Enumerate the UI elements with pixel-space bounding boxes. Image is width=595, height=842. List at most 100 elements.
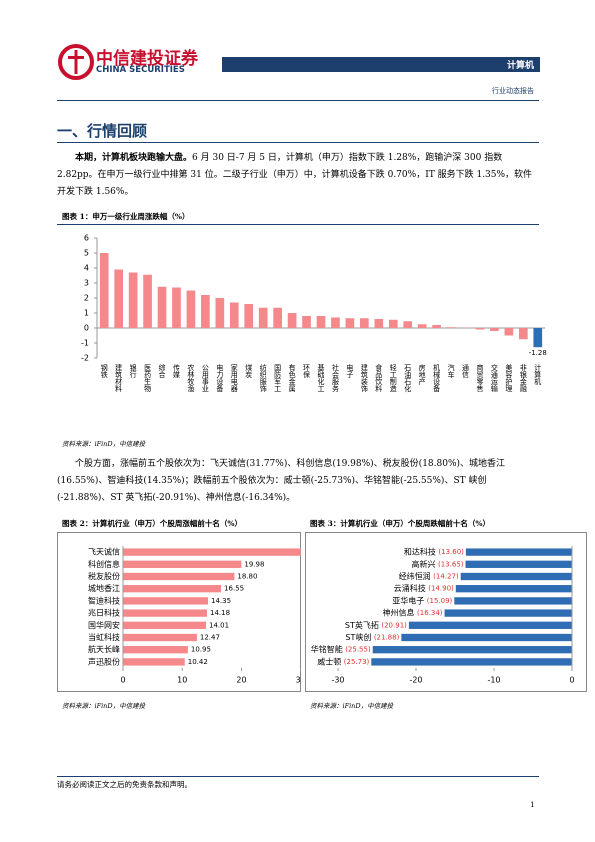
bar <box>273 307 282 328</box>
value-label: (20.91) <box>381 621 407 629</box>
rule <box>57 224 539 225</box>
bar <box>374 319 384 328</box>
text: 6 月 30 日-7 月 5 日，计算机（申万）指数下跌 1.28%，跑输沪深 … <box>57 153 533 197</box>
rule <box>57 776 539 777</box>
value-label: (25.73) <box>344 658 370 666</box>
bar <box>244 304 254 328</box>
bar <box>388 319 398 328</box>
bar <box>465 548 572 556</box>
x-tick-label: 石油石化 <box>404 364 412 393</box>
x-tick-label: 社会服务 <box>331 363 339 393</box>
bar <box>403 321 413 328</box>
bar <box>123 633 197 642</box>
x-tick-label: 20 <box>236 676 246 685</box>
x-tick-label: 家用电器 <box>230 363 238 393</box>
bar <box>123 609 208 617</box>
bar <box>201 295 210 328</box>
bar <box>444 609 572 617</box>
x-tick-label: 10 <box>177 676 187 685</box>
category-label: 城地香江 <box>88 583 120 593</box>
category-label: 华铭智能 <box>311 644 343 654</box>
value-label: (14.27) <box>433 573 459 581</box>
x-tick-label: 通信 <box>462 363 470 379</box>
category-label: ST英飞拓 <box>345 620 379 630</box>
x-tick-label: 农林牧渔 <box>187 363 195 393</box>
disclaimer: 请务必阅读正文之后的免责条款和声明。 <box>57 780 192 789</box>
bar <box>128 272 138 328</box>
x-tick-label: 汽车 <box>447 363 455 379</box>
bar <box>123 646 188 654</box>
bar <box>186 290 196 328</box>
category-label: 亚华电子 <box>392 595 424 605</box>
category-label: ST峡创 <box>345 632 371 642</box>
category-label: 当虹科技 <box>88 632 120 642</box>
bar <box>302 316 311 328</box>
bar <box>114 269 124 328</box>
company-en: CHINA SECURITIES <box>96 65 185 75</box>
category-label: 威士顿 <box>317 656 341 666</box>
bar <box>215 298 225 328</box>
x-tick-label: 钢铁 <box>100 363 108 379</box>
frame <box>57 532 301 692</box>
bar <box>331 317 340 328</box>
source: 资料来源：iFinD，中信建投 <box>62 702 146 710</box>
value-label: (25.55) <box>345 646 371 654</box>
bar <box>123 585 222 593</box>
x-tick-label: 商贸零售 <box>476 363 484 393</box>
page-number: 1 <box>530 800 535 809</box>
category-label: 飞天诚信 <box>88 547 120 557</box>
category-label: 高新兴 <box>412 559 436 569</box>
x-tick-label: 煤炭 <box>245 363 253 379</box>
x-tick-label: 食品饮料 <box>375 363 383 393</box>
category-label: 科创信息 <box>88 559 120 569</box>
x-tick-label: 轻工制造 <box>389 363 397 393</box>
bar <box>372 646 572 654</box>
source: 资料来源：iFinD，中信建投 <box>62 440 146 448</box>
chart: -2 -1 0 1 2 3 4 5 6 钢铁 建筑材料 银行 医药生物 综合 传媒 农林牧渔 公用事业 电力设备家… <box>81 234 547 394</box>
x-tick-label: -20 <box>409 676 422 685</box>
paragraph: 本期，计算机板块跑输大盘。6 月 30 日-7 月 5 日，计算机（申万）指数下… <box>57 150 539 201</box>
bar <box>504 328 514 336</box>
x-tick-label: 非银金融 <box>519 363 527 393</box>
bar <box>123 572 235 581</box>
bar <box>371 658 572 666</box>
category-label: 神州信息 <box>383 608 415 618</box>
category-label: 航天长峰 <box>88 644 120 654</box>
bar <box>417 324 427 328</box>
x-tick-label: 30 <box>296 676 301 685</box>
value-label: 14.18 <box>210 609 230 617</box>
report-type: 行业动态报告 <box>492 87 534 95</box>
chart: -30 -20 -10 0 (13.60)和达科技(13.65)高新兴 (14.27)经纬… <box>305 532 587 692</box>
category-label: 国华网安 <box>88 620 120 630</box>
bar <box>401 633 572 642</box>
lead: 本期，计算机板块跑输大盘。 <box>75 153 193 163</box>
x-tick-label: 交通运输 <box>490 363 498 393</box>
x-tick-label: 综合 <box>158 363 166 379</box>
value-label: 14.01 <box>209 621 229 629</box>
bar <box>490 328 499 331</box>
logo-mark <box>58 44 94 80</box>
chart-title: 图表 3：计算机行业（申万）个股周跌幅前十名（%） <box>310 519 490 528</box>
source: 资料来源：iFinD，中信建投 <box>310 702 394 710</box>
y-tick-label: -2 <box>81 354 89 363</box>
category-label: 经纬恒润 <box>399 571 431 581</box>
y-tick-label: 3 <box>84 279 89 288</box>
bar <box>123 548 301 556</box>
category-label: 智迪科技 <box>88 595 120 605</box>
x-tick-label: 环保 <box>303 364 311 379</box>
bar <box>432 325 441 328</box>
bar <box>258 307 268 328</box>
bar <box>475 328 485 330</box>
x-tick-label: 房地产 <box>418 363 426 386</box>
bar <box>408 621 572 629</box>
bar <box>143 274 152 328</box>
bar <box>345 318 355 328</box>
rule <box>57 100 539 101</box>
bar <box>157 286 167 328</box>
x-tick-label: -10 <box>487 676 500 685</box>
chart-title: 图表 1：申万一级行业周涨跌幅（%） <box>62 212 190 221</box>
bar <box>172 287 181 328</box>
y-tick-label: 0 <box>84 324 89 333</box>
value-label: (14.90) <box>428 585 454 593</box>
